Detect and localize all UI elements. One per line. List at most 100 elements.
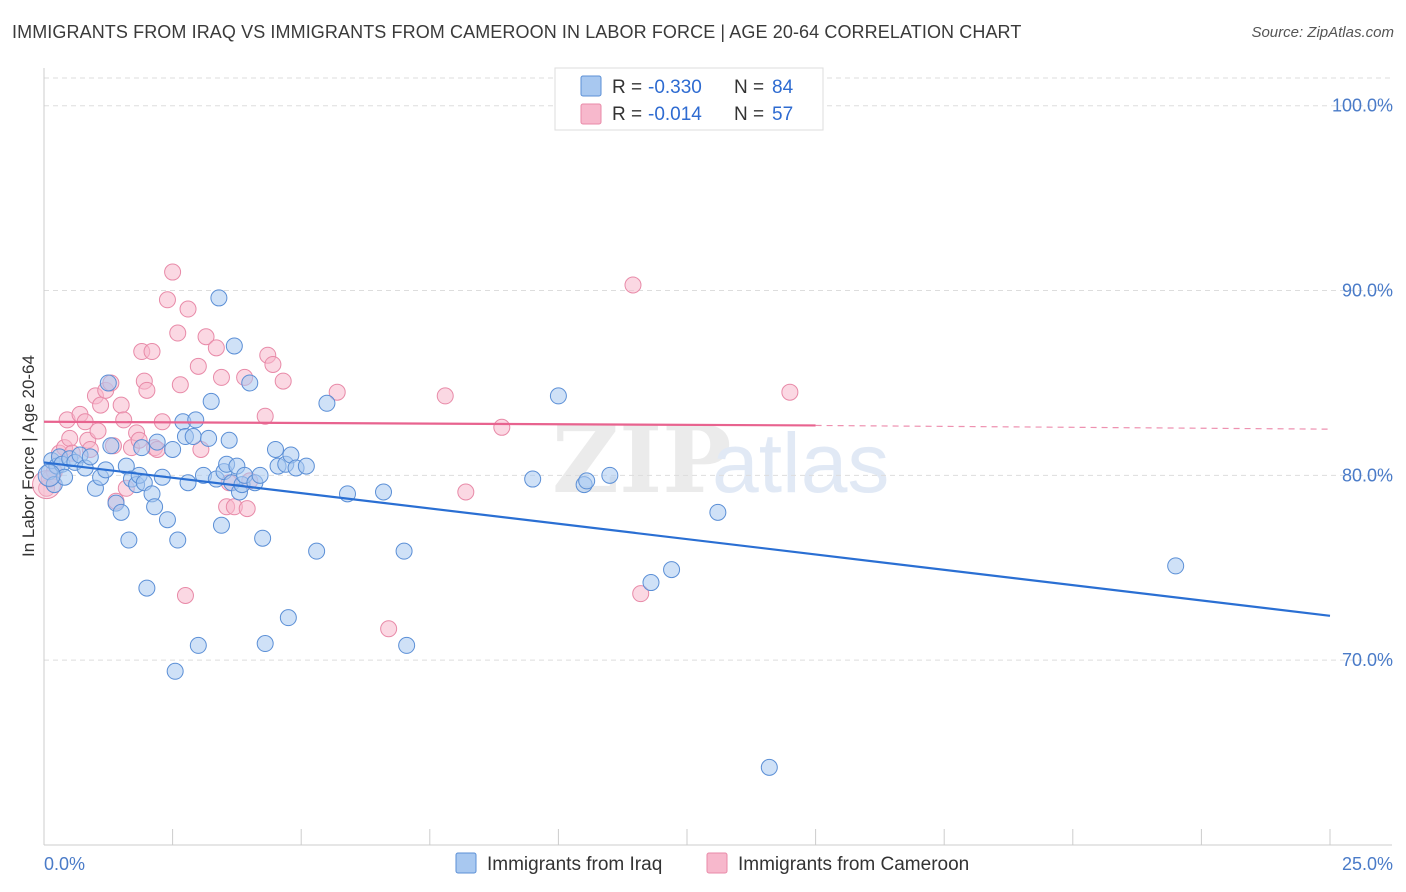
iraq-point [1167,557,1185,575]
iraq-point [663,561,681,579]
legend-r-value-cameroon: -0.014 [648,104,702,125]
iraq-trend-line [43,461,1331,617]
cameroon-trend-extension [815,424,1331,430]
iraq-point [318,394,336,412]
cameroon-point [176,586,194,604]
cameroon-point [493,418,511,436]
y-tick-label: 80.0% [1342,465,1393,485]
trend-lines [43,420,1331,617]
cameroon-point [212,368,230,386]
iraq-point [251,466,269,484]
iraq-point [81,448,99,466]
y-tick-label: 70.0% [1342,650,1393,670]
stats-legend: R = -0.330 N = 84 R = -0.014 N = 57 [554,67,824,131]
chart-title: IMMIGRANTS FROM IRAQ VS IMMIGRANTS FROM … [12,22,1022,42]
legend-swatch-iraq [580,75,602,97]
iraq-point [279,609,297,627]
iraq-point [254,529,272,547]
x-tick-labels: 0.0% 25.0% [44,854,1393,874]
legend-r-value-iraq: -0.330 [648,77,702,98]
iraq-point [112,503,130,521]
legend-swatch-cameroon [580,103,602,125]
iraq-point [524,470,542,488]
iraq-point [200,429,218,447]
cameroon-point [197,328,215,346]
iraq-point [241,374,259,392]
cameroon-point [89,422,107,440]
iraq-point [184,428,202,446]
cameroon-point [143,343,161,361]
iraq-point [212,516,230,534]
iraq-point [56,468,74,486]
iraq-point [102,437,120,455]
cameroon-point [158,291,176,309]
watermark-atlas: atlas [712,416,889,510]
bottom-legend-label-cameroon: Immigrants from Cameroon [738,854,969,875]
bottom-legend-label-iraq: Immigrants from Iraq [487,854,662,875]
watermark: ZIP atlas [552,406,889,514]
cameroon-point [164,263,182,281]
iraq-point [148,433,166,451]
x-tick-label-min: 0.0% [44,854,85,874]
iraq-cluster-point [37,463,61,487]
cameroon-point [112,396,130,414]
iraq-points [37,289,1185,776]
iraq-point [578,472,596,490]
legend-n-label-cameroon: N = [734,104,764,125]
iraq-point [138,579,156,597]
iraq-point [549,387,567,405]
y-axis-label: In Labor Force | Age 20-64 [19,355,38,557]
legend-n-label-iraq: N = [734,77,764,98]
iraq-point [266,440,284,458]
cameroon-trend-line [43,420,816,427]
iraq-point [709,503,727,521]
cameroon-point [256,407,274,425]
iraq-point [120,531,138,549]
cameroon-point [380,620,398,638]
iraq-point [187,411,205,429]
cameroon-point [781,383,799,401]
cameroon-point [169,324,187,342]
chart-source: Source: ZipAtlas.com [1251,24,1394,41]
axes [43,68,1392,846]
iraq-point [256,635,274,653]
cameroon-point [189,357,207,375]
iraq-point [164,440,182,458]
legend-r-label-cameroon: R = [612,104,642,125]
iraq-point [308,542,326,560]
legend-n-value-cameroon: 57 [772,104,793,125]
cameroon-point [115,411,133,429]
watermark-zip: ZIP [552,406,731,514]
cameroon-point [624,276,642,294]
cameroon-point [328,383,346,401]
iraq-point [601,466,619,484]
iraq-point [166,662,184,680]
bottom-legend-swatch-cameroon [706,852,728,874]
cameroon-point [92,396,110,414]
iraq-point [760,758,778,776]
cameroon-point [274,372,292,390]
cameroon-point [179,300,197,318]
cameroon-point [457,483,475,501]
y-tick-labels: 70.0% 80.0% 90.0% 100.0% [1332,96,1393,670]
iraq-point [210,289,228,307]
x-tick-label-max: 25.0% [1342,854,1393,874]
iraq-point [225,337,243,355]
iraq-point [297,457,315,475]
legend-n-value-iraq: 84 [772,77,794,98]
iraq-point [99,374,117,392]
iraq-point [642,574,660,592]
iraq-point [395,542,413,560]
iraq-point [398,636,416,654]
cameroon-point [138,381,156,399]
bottom-legend-swatch-iraq [455,852,477,874]
cameroon-point [61,429,79,447]
cameroon-point [632,585,650,603]
legend-r-label-iraq: R = [612,77,642,98]
cameroon-point [171,376,189,394]
iraq-point [158,511,176,529]
cameroon-point [436,387,454,405]
y-tick-label: 90.0% [1342,281,1393,301]
iraq-point [220,431,238,449]
